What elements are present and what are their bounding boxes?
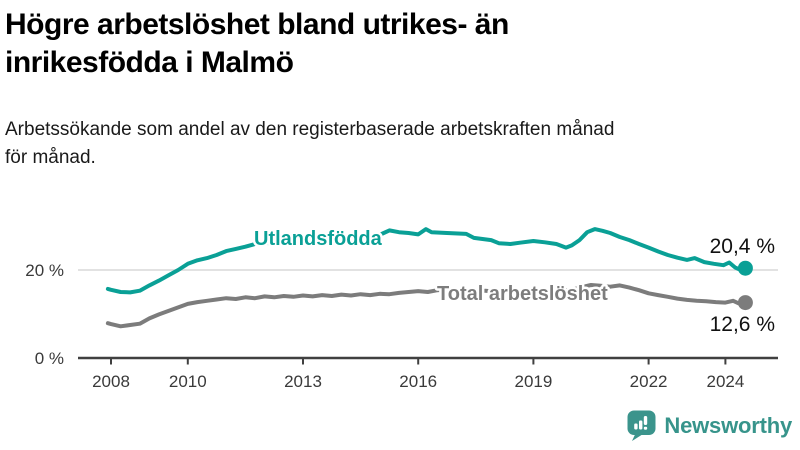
chart-subtitle: Arbetssökande som andel av den registerb… bbox=[5, 116, 614, 172]
x-tick-label: 2024 bbox=[706, 372, 744, 391]
subtitle-line-1: Arbetssökande som andel av den registerb… bbox=[5, 119, 615, 140]
x-tick-label: 2016 bbox=[399, 372, 437, 391]
exclamation-bar bbox=[644, 416, 648, 425]
page-title: Högre arbetslöshet bland utrikes- än inr… bbox=[5, 6, 509, 82]
title-line-2: inrikesfödda i Malmö bbox=[5, 46, 294, 79]
x-tick-label: 2013 bbox=[284, 372, 322, 391]
title-line-1: Högre arbetslöshet bland utrikes- än bbox=[5, 8, 509, 41]
bar-chart-speech-bubble-icon bbox=[627, 410, 656, 441]
x-tick-label: 2010 bbox=[169, 372, 207, 391]
exclamation-dot bbox=[644, 426, 648, 430]
brand-name: Newsworthy bbox=[664, 412, 792, 438]
newsworthy-logo[interactable]: Newsworthy bbox=[626, 409, 792, 442]
bar-tall bbox=[639, 420, 643, 430]
value-label-utlandsfodda: 20,4 % bbox=[710, 235, 775, 258]
series-label-total-arbetsloshet: Total arbetslöshet bbox=[437, 283, 608, 305]
x-tick-label: 2022 bbox=[630, 372, 668, 391]
y-tick-label-0: 0 % bbox=[35, 349, 64, 368]
series-line-0 bbox=[105, 227, 748, 295]
subtitle-line-2: för månad. bbox=[5, 147, 96, 168]
value-label-total-arbetsloshet: 12,6 % bbox=[710, 313, 775, 336]
series-dot-1 bbox=[737, 295, 753, 311]
y-tick-label-20: 20 % bbox=[25, 261, 64, 280]
series-label-utlandsfodda: Utlandsfödda bbox=[254, 228, 383, 250]
x-tick-label: 2008 bbox=[92, 372, 130, 391]
bar-short bbox=[634, 423, 639, 430]
x-axis-ticks: 2008 2010 2013 2016 2019 2022 2024 bbox=[92, 358, 744, 391]
series-dot-0 bbox=[737, 260, 753, 276]
x-tick-label: 2019 bbox=[514, 372, 552, 391]
series-line-1 bbox=[105, 283, 748, 329]
